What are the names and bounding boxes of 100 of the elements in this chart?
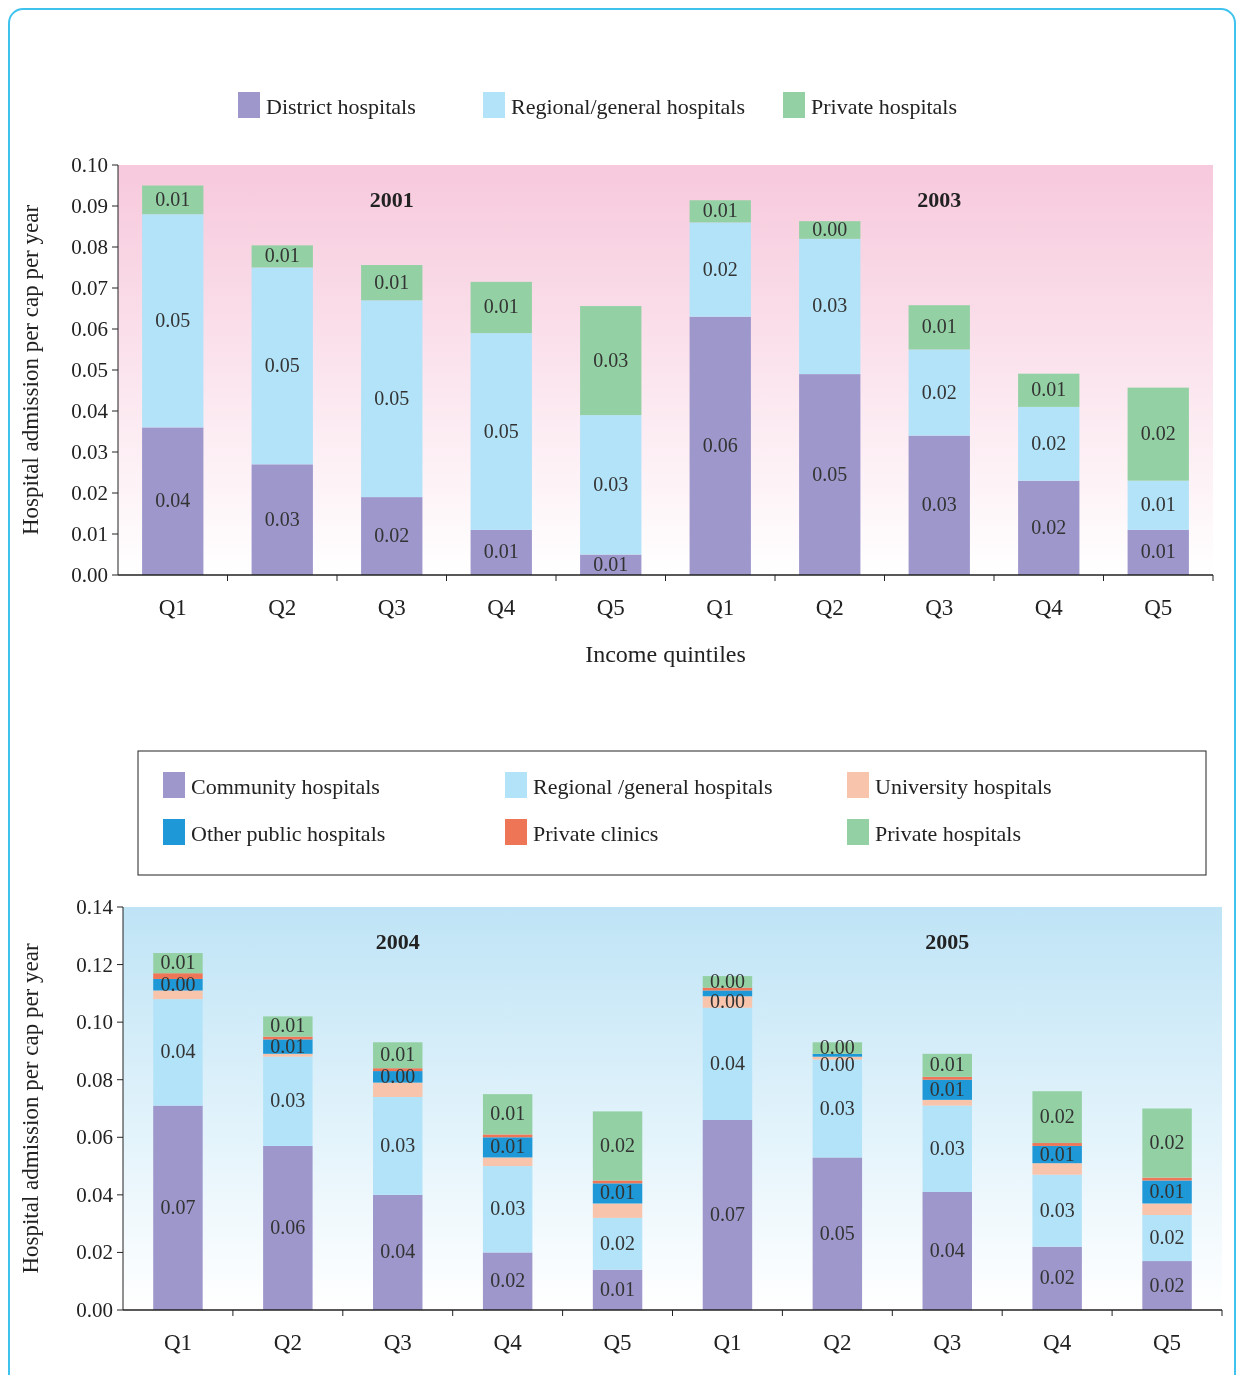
data-label: 0.03	[593, 472, 629, 495]
data-label: 0.03	[819, 1096, 855, 1119]
bar	[142, 427, 204, 575]
x-tick-label: Q1	[158, 595, 187, 620]
data-label: 0.02	[490, 1269, 526, 1292]
data-label: 0.03	[270, 1089, 306, 1112]
bar	[799, 374, 861, 575]
legend-label: Private clinics	[533, 821, 659, 846]
data-label: 0.01	[490, 1135, 526, 1158]
data-label: 0.00	[709, 989, 745, 1012]
bar	[1032, 1174, 1082, 1247]
legend-label: District hospitals	[266, 94, 416, 119]
data-label: 0.01	[264, 244, 300, 267]
bar	[592, 1217, 643, 1270]
bar	[153, 999, 203, 1106]
y-tick-label: 0.04	[76, 1182, 114, 1207]
data-label: 0.01	[1031, 378, 1067, 401]
data-label: 0.00	[819, 1053, 855, 1076]
bar	[1018, 480, 1080, 575]
bar	[1018, 406, 1080, 481]
data-label: 0.01	[929, 1077, 965, 1100]
data-label: 0.02	[702, 257, 738, 280]
y-tick-label: 0.00	[71, 563, 108, 587]
y-tick-label: 0.00	[76, 1298, 113, 1322]
x-tick-label: Q2	[823, 1330, 852, 1355]
y-tick-label: 0.12	[76, 952, 113, 977]
y-tick-label: 0.09	[71, 194, 108, 218]
data-label: 0.01	[270, 1034, 306, 1057]
data-label: 0.02	[1149, 1226, 1185, 1249]
data-label: 0.07	[709, 1203, 745, 1226]
data-label: 0.07	[160, 1195, 196, 1218]
bar	[251, 464, 313, 575]
data-label: 0.01	[600, 1277, 636, 1300]
data-label: 0.01	[155, 187, 191, 210]
data-label: 0.02	[1031, 515, 1067, 538]
data-label: 0.00	[812, 217, 848, 240]
bar	[1142, 1203, 1192, 1215]
bar	[922, 1076, 972, 1080]
data-label: 0.03	[812, 294, 848, 317]
data-label: 0.01	[270, 1014, 306, 1037]
y-tick-label: 0.14	[76, 895, 114, 919]
x-tick-label: Q2	[268, 595, 297, 620]
x-tick-label: Q1	[706, 595, 735, 620]
bar	[153, 1105, 203, 1310]
bar	[592, 1111, 643, 1181]
bar	[702, 1120, 753, 1310]
data-label: 0.02	[1039, 1105, 1075, 1128]
y-tick-label: 0.06	[71, 317, 108, 341]
bar	[482, 1252, 533, 1310]
bar	[470, 529, 532, 575]
legend-label: Other public hospitals	[191, 821, 386, 846]
bar	[908, 349, 970, 436]
x-tick-label: Q3	[383, 1330, 412, 1355]
data-label: 0.01	[380, 1043, 416, 1066]
bar	[263, 1056, 313, 1146]
bar	[922, 1099, 972, 1106]
data-label: 0.05	[264, 353, 300, 376]
data-label: 0.03	[1039, 1198, 1075, 1221]
data-label: 0.01	[1140, 493, 1176, 516]
bar	[1142, 1215, 1192, 1262]
data-label: 0.03	[921, 493, 957, 516]
y-tick-label: 0.07	[71, 276, 108, 300]
bar	[142, 214, 204, 428]
x-tick-label: Q4	[1043, 1330, 1072, 1355]
y-axis-title: Hospital admission per cap per year	[18, 943, 43, 1274]
data-label: 0.05	[819, 1221, 855, 1244]
x-tick-label: Q5	[1152, 1330, 1182, 1355]
y-tick-label: 0.02	[71, 481, 108, 505]
bar	[689, 222, 751, 317]
bar	[1127, 480, 1189, 530]
bar	[702, 1007, 753, 1121]
bar	[470, 333, 532, 530]
legend-label: Private hospitals	[875, 821, 1022, 846]
legend-label: Private hospitals	[811, 94, 958, 119]
data-label: 0.00	[380, 1064, 416, 1087]
data-label: 0.01	[1039, 1142, 1075, 1165]
bar	[373, 1096, 423, 1195]
x-tick-label: Q2	[273, 1330, 302, 1355]
legend-label: Regional /general hospitals	[533, 774, 773, 799]
data-label: 0.02	[374, 524, 410, 547]
annotation: 2005	[925, 929, 970, 954]
bar	[361, 497, 423, 575]
y-tick-label: 0.03	[71, 440, 108, 464]
bar	[812, 1059, 863, 1158]
data-label: 0.03	[929, 1136, 965, 1159]
legend-label: Community hospitals	[191, 774, 380, 799]
bar	[922, 1105, 972, 1192]
bar	[592, 1203, 643, 1218]
data-label: 0.04	[380, 1240, 416, 1263]
data-label: 0.01	[1140, 540, 1176, 563]
x-tick-label: Q2	[815, 595, 844, 620]
y-tick-label: 0.04	[71, 399, 109, 423]
bar	[1127, 529, 1189, 575]
bar	[263, 1053, 313, 1057]
annotation: 2001	[369, 187, 414, 212]
x-tick-label: Q1	[163, 1330, 193, 1355]
y-tick-label: 0.05	[71, 358, 108, 382]
bar	[361, 300, 423, 498]
bar	[482, 1134, 533, 1138]
data-label: 0.05	[155, 308, 191, 331]
